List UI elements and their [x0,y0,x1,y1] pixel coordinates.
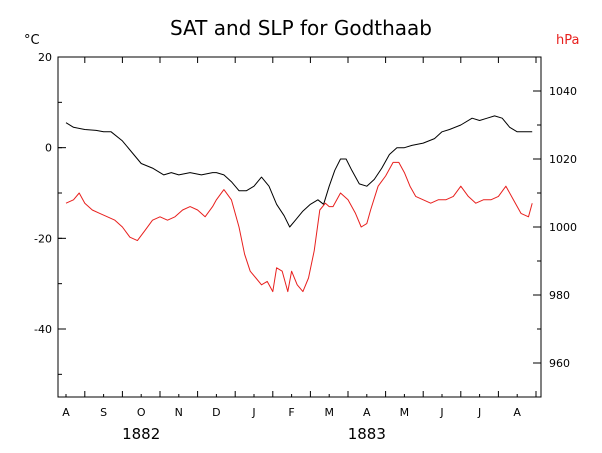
x-month-label: F [288,406,294,419]
x-month-label: A [513,406,521,419]
left-tick-label: -40 [34,323,52,336]
x-month-label: S [100,406,107,419]
x-month-label: J [439,406,443,419]
x-month-label: A [363,406,371,419]
x-month-label: J [251,406,255,419]
left-tick-label: 20 [38,51,52,64]
x-month-label: M [324,406,334,419]
sat-series-line [65,115,533,228]
x-month-label: N [175,406,183,419]
x-month-label: J [477,406,481,419]
chart-title: SAT and SLP for Godthaab [170,16,432,40]
series-group [65,115,533,293]
x-month-label: D [212,406,220,419]
x-axis: A S O N D J F M A M J J A 1882 1883 [62,57,537,443]
right-tick-label: 980 [549,289,570,302]
right-tick-label: 1020 [549,153,577,166]
slp-series-line [65,161,533,293]
left-tick-label: -20 [34,232,52,245]
x-month-label: O [137,406,146,419]
right-tick-label: 1000 [549,221,577,234]
left-tick-label: 0 [45,142,52,155]
left-axis: 20 0 -20 -40 [34,51,66,375]
x-year-label: 1883 [348,425,386,443]
x-month-label: A [62,406,70,419]
x-year-label: 1882 [122,425,160,443]
right-axis-unit: hPa [556,33,579,48]
x-month-label: M [400,406,410,419]
right-axis: 1040 1020 1000 980 960 [533,56,577,398]
right-tick-label: 960 [549,357,570,370]
plot-frame [57,56,542,398]
left-axis-unit: °C [24,33,40,48]
right-tick-label: 1040 [549,85,577,98]
